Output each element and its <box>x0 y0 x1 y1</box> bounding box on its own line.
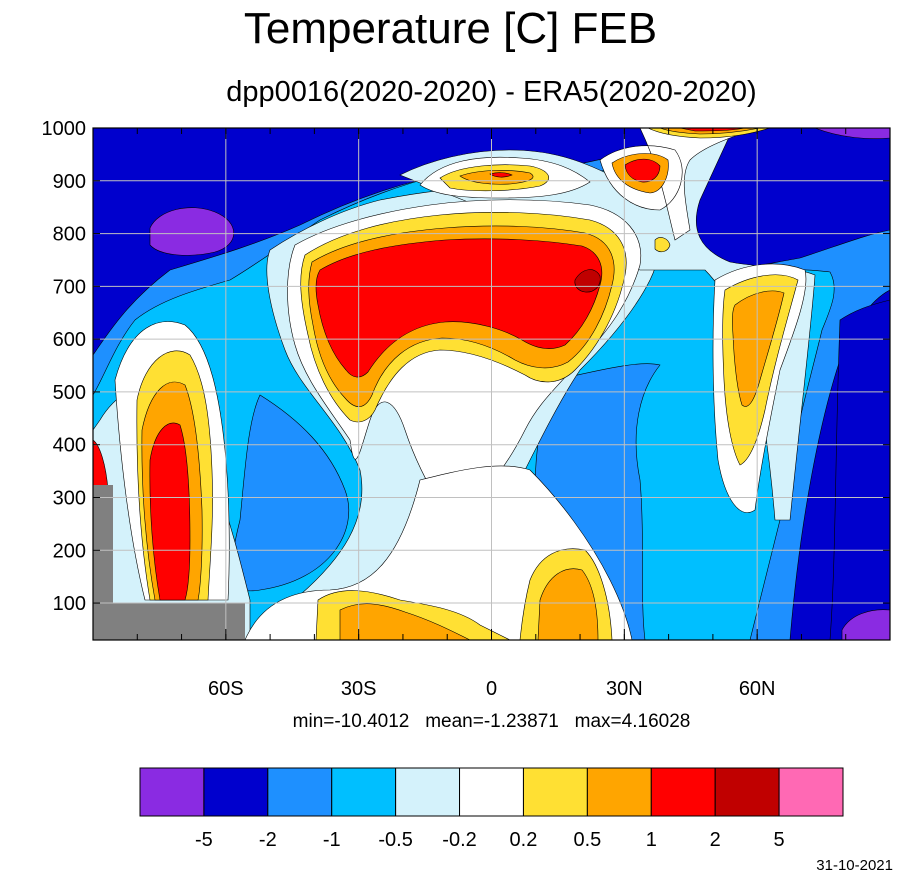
y-tick-labels: 100 200 300 400 500 600 700 800 900 1000 <box>42 118 87 615</box>
field-purple-core-sh <box>149 207 234 256</box>
y-tick-label: 300 <box>53 487 86 509</box>
colorbar-swatch <box>650 767 716 817</box>
colorbar-label: -0.5 <box>378 829 412 851</box>
field-yellow-top <box>439 128 771 253</box>
x-tick-label: 60S <box>208 678 244 700</box>
field-purple-core-bottom <box>841 609 890 640</box>
colorbar-label: 0.5 <box>573 829 601 851</box>
grid <box>93 127 890 640</box>
stats-text: min=-10.4012 mean=-1.23871 max=4.16028 <box>292 711 691 732</box>
date-label: 31-10-2021 <box>816 857 893 874</box>
colorbar-label: -5 <box>195 829 213 851</box>
colorbar: -5 -2 -1 -0.5 -0.2 0.2 0.5 1 2 5 <box>139 767 844 851</box>
missing-data <box>93 485 245 640</box>
field-red-center <box>315 238 603 378</box>
y-tick-label: 600 <box>53 329 86 351</box>
colorbar-label: 2 <box>710 829 721 851</box>
colorbar-swatch <box>203 767 269 817</box>
colorbar-swatch <box>522 767 588 817</box>
field-orange-nh <box>732 290 785 407</box>
y-tick-label: 900 <box>53 171 86 193</box>
colorbar-swatch <box>395 767 461 817</box>
colorbar-label: 1 <box>646 829 657 851</box>
colorbar-swatch <box>331 767 397 817</box>
y-tick-label: 400 <box>53 435 86 457</box>
colorbar-swatch <box>586 767 652 817</box>
chart-title: Temperature [C] FEB <box>243 4 658 53</box>
chart-subtitle: dpp0016(2020-2020) - ERA5(2020-2020) <box>226 76 757 108</box>
y-tick-label: 200 <box>53 540 86 562</box>
y-tick-label: 100 <box>53 593 86 615</box>
field-medium-blue-tropics <box>231 394 349 592</box>
tick-marks <box>92 127 891 640</box>
colorbar-label: -0.2 <box>442 829 476 851</box>
x-tick-label: 60N <box>739 678 776 700</box>
x-tick-label: 0 <box>486 678 497 700</box>
x-tick-label: 30N <box>606 678 643 700</box>
colorbar-swatch <box>139 767 205 817</box>
colorbar-swatch <box>714 767 780 817</box>
colorbar-swatch <box>778 767 844 817</box>
colorbar-label: -1 <box>323 829 341 851</box>
y-tick-label: 700 <box>53 276 86 298</box>
colorbar-label: 5 <box>774 829 785 851</box>
y-tick-label: 800 <box>53 224 86 246</box>
field-dark-blue-nh <box>829 299 890 640</box>
colorbar-label: 0.2 <box>510 829 538 851</box>
x-tick-label: 30S <box>341 678 377 700</box>
colorbar-swatch <box>267 767 333 817</box>
colorbar-label: -2 <box>259 829 277 851</box>
field-red-sh <box>149 422 191 601</box>
contour-field <box>93 128 890 640</box>
field-orange-lower <box>339 568 599 640</box>
x-tick-labels: 60S 30S 0 30N 60N <box>208 678 775 700</box>
y-tick-label: 500 <box>53 382 86 404</box>
colorbar-swatch <box>459 767 524 817</box>
y-tick-label: 1000 <box>42 118 87 140</box>
